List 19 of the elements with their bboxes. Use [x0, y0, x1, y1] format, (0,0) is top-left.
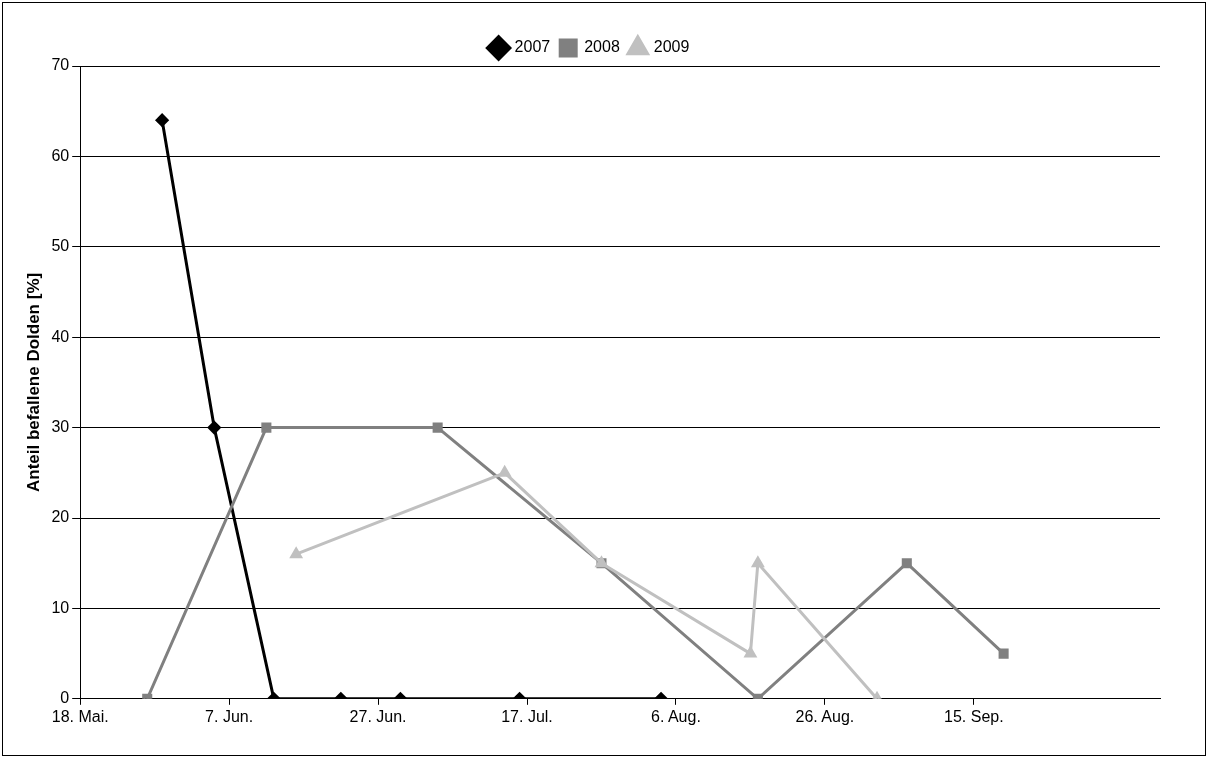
y-tick-label: 20: [51, 508, 70, 526]
x-tick-label: 6. Aug.: [651, 707, 701, 725]
legend-label: 2009: [653, 38, 690, 56]
x-tick-label: 27. Jun.: [349, 707, 407, 725]
y-tick-label: 40: [51, 327, 70, 345]
x-tick-label: 26. Aug.: [795, 707, 855, 725]
y-tick-label: 0: [60, 689, 70, 707]
y-tick-label: 30: [51, 418, 70, 436]
x-tick-label: 17. Jul.: [501, 707, 553, 725]
y-tick-label: 10: [51, 598, 70, 616]
x-tick-label: 18. Mai.: [51, 707, 109, 725]
legend-label: 2008: [584, 38, 620, 56]
legend-label: 2007: [514, 38, 551, 56]
y-tick-label: 60: [51, 146, 70, 164]
x-tick-label: 15. Sep.: [944, 707, 1004, 725]
x-tick-label: 7. Jun.: [205, 707, 254, 725]
y-tick-label: 50: [51, 237, 70, 255]
y-axis-title: Anteil befallene Dolden [%]: [23, 272, 43, 492]
y-tick-label: 70: [51, 56, 70, 74]
